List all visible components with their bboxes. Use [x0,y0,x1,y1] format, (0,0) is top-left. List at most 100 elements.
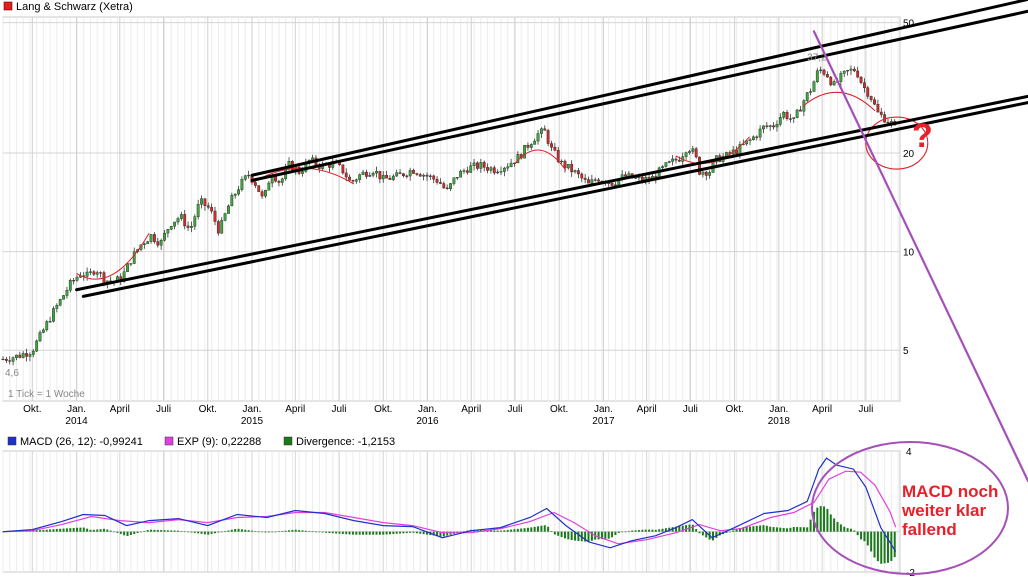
candle-body [886,121,890,124]
candle-body [11,357,15,362]
candle-body [264,190,267,197]
candle-body [361,171,365,175]
candle-body [590,179,594,184]
legend-swatch [7,436,17,446]
divergence-bar [2,531,4,533]
candle-body [509,162,513,167]
candle-body [129,263,133,265]
divergence-bar [459,531,462,533]
divergence-bar [664,528,667,532]
divergence-bar [574,531,577,541]
divergence-bar [600,531,603,540]
highlight-arc [514,149,567,171]
divergence-bar [860,531,863,540]
candle-body [772,125,775,128]
candle-body [482,162,486,168]
candle-body [341,164,345,174]
divergence-bar [829,514,832,532]
candle-body [863,82,866,88]
candle-body [1,358,5,361]
divergence-bar [62,528,65,532]
divergence-bar [526,527,529,532]
divergence-bar [735,529,738,532]
candle-body [35,340,39,352]
candle-body [846,70,850,72]
candle-body [469,165,473,173]
divergence-bar [409,531,412,533]
divergence-bar [644,529,647,532]
x-tick-label: Okt. [199,404,217,415]
candle-body [45,321,49,331]
candle-body [442,183,446,189]
candle-body [745,140,749,145]
candle-body [398,172,402,174]
divergence-bar [35,530,38,532]
divergence-bar [604,531,607,539]
divergence-bar [129,531,132,535]
divergence-bar [614,531,617,535]
divergence-bar [254,531,257,532]
candle-body [459,170,463,178]
candle-body [179,214,183,219]
candle-body [684,152,688,157]
divergence-bar [880,531,883,564]
candle-body [149,234,153,242]
divergence-bar [143,531,146,532]
candle-body [28,354,32,357]
candle-body [166,229,170,234]
candle-body [62,295,65,300]
divergence-bar [55,528,58,532]
candle-body [375,171,378,174]
candle-body [220,220,224,234]
divergence-bar [247,530,250,532]
x-tick-label: Jan. [243,404,262,415]
candle-body [395,172,399,177]
trend-line [250,0,1028,177]
candle-body [237,189,240,195]
divergence-bar [311,531,314,533]
candle-body [822,69,826,75]
candle-body [691,148,695,152]
candle-body [792,117,796,119]
divergence-bar [870,531,873,552]
divergence-bar [190,531,193,533]
divergence-bar [570,531,573,541]
divergence-bar [79,527,82,532]
candle-body [190,226,193,228]
divergence-bar [72,527,75,532]
divergence-bar [890,531,893,561]
candle-body [55,305,59,309]
divergence-bar [187,531,190,533]
title-swatch [3,1,13,11]
candle-body [391,175,395,180]
divergence-bar [809,519,812,532]
candle-body [577,170,580,175]
candle-body [365,171,368,177]
divergence-bar [701,531,704,536]
divergence-bar [550,531,553,532]
divergence-bar [637,530,640,532]
candle-body [193,216,197,227]
macd-line [2,457,897,552]
divergence-bar [611,531,614,538]
macd-lines [2,457,897,552]
divergence-bar [288,530,291,532]
candle-body [708,172,712,176]
divergence-bar [405,531,408,534]
divergence-bar [331,531,334,534]
divergence-bar [816,507,819,532]
high-value-label: 37,2 [807,53,827,64]
candle-body [762,125,765,130]
x-tick-label: April [812,404,832,415]
candle-body [526,145,530,148]
divergence-bar [590,531,593,541]
candle-body [173,221,177,227]
candle-body [536,133,540,142]
candle-body [667,161,671,163]
candle-body [21,353,25,358]
candle-body [183,214,187,227]
candle-body [153,234,156,242]
